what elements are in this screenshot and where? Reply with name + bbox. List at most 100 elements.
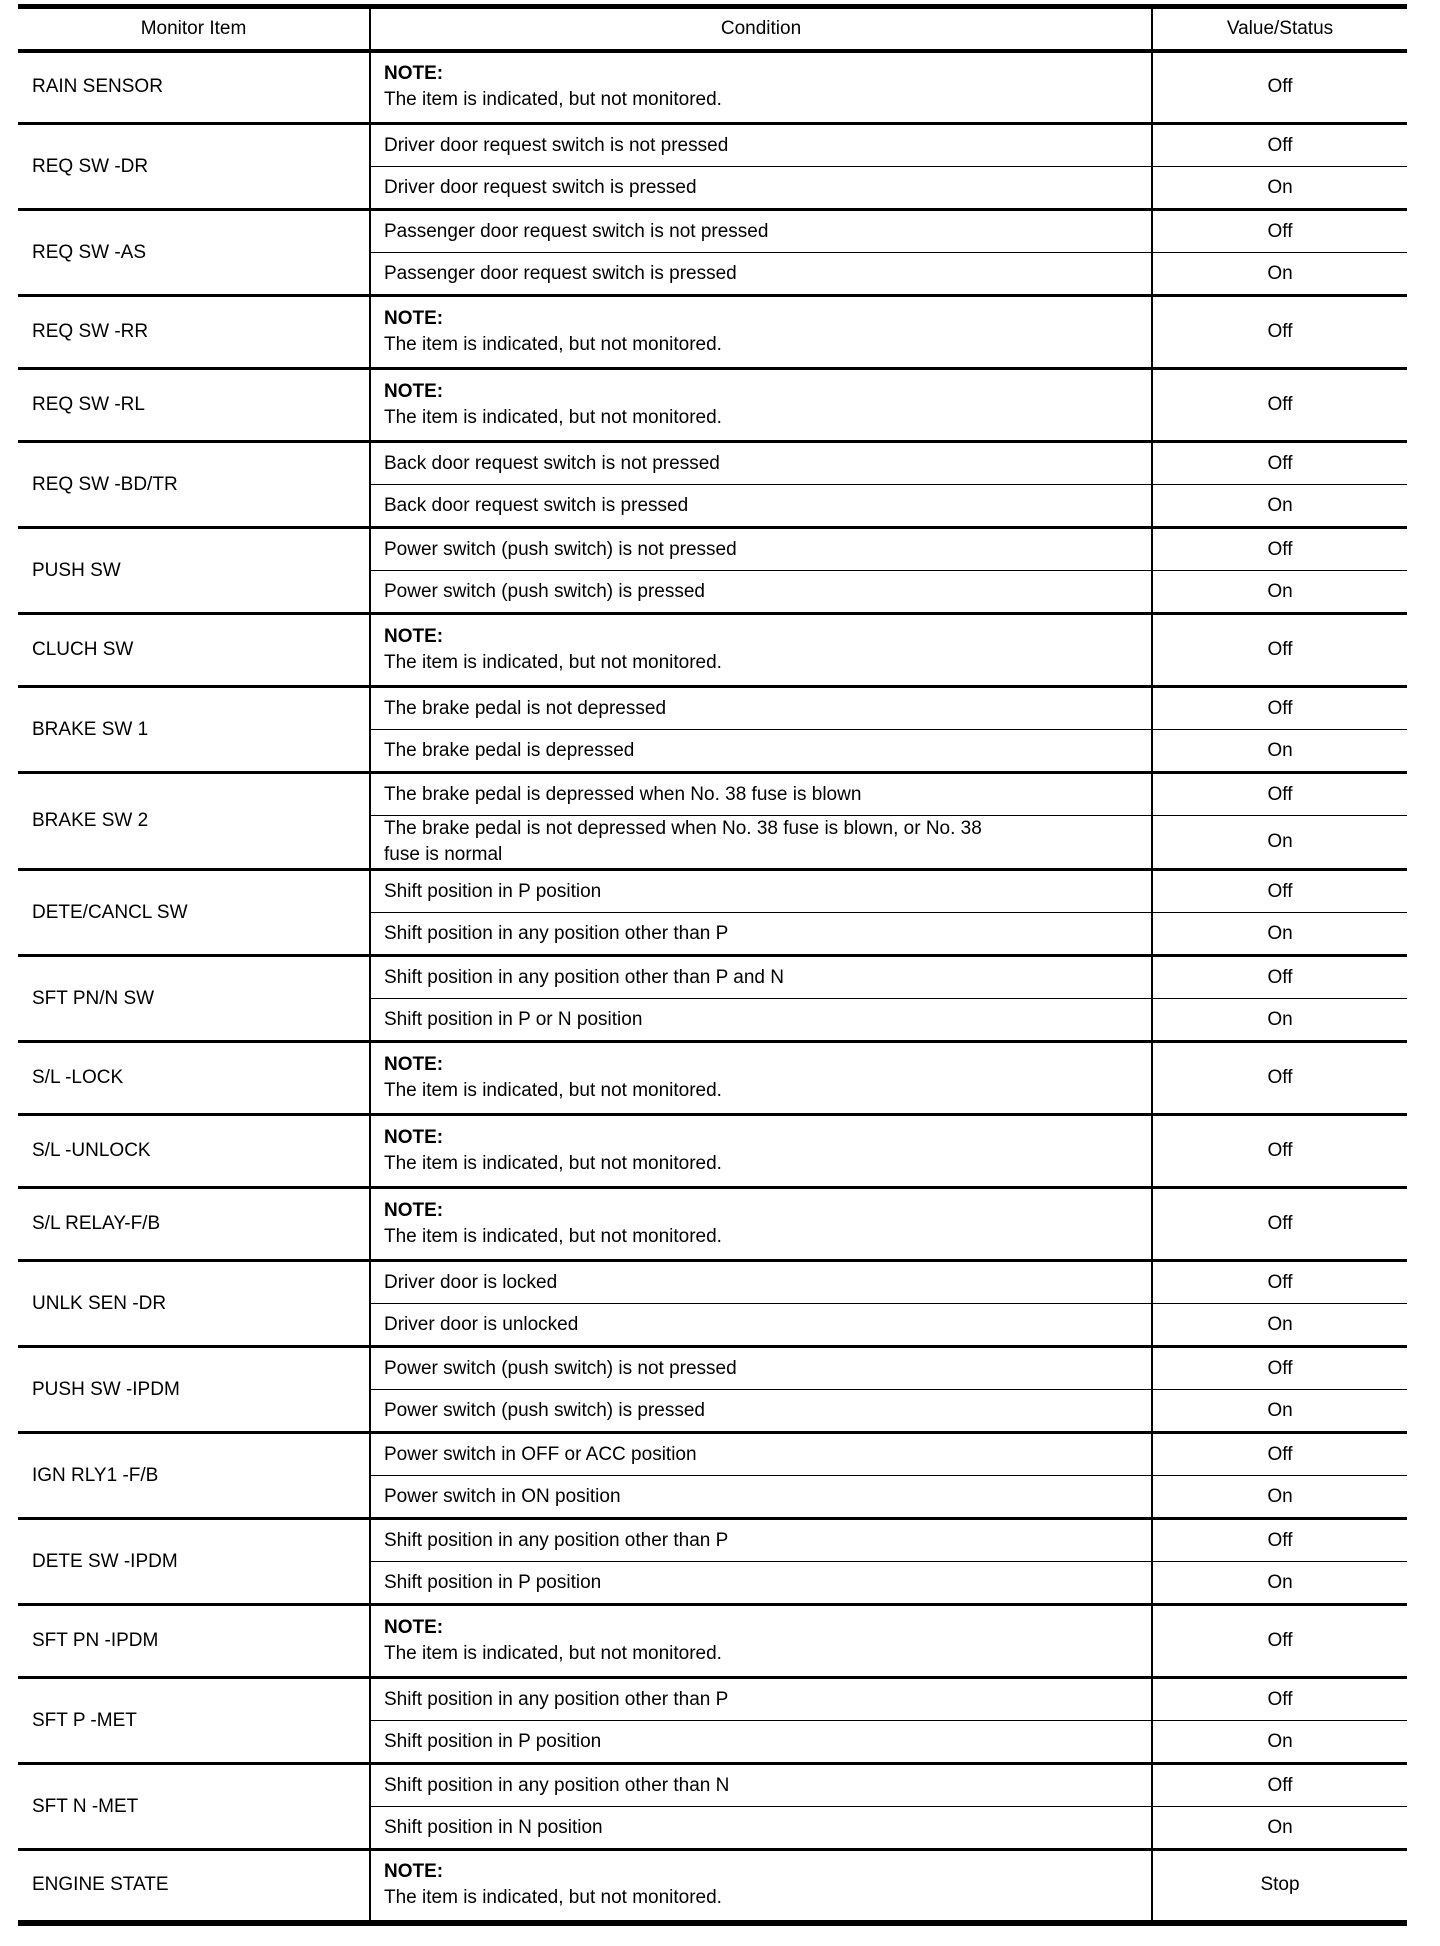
table-row: REQ SW -RR NOTE: The item is indicated, bu… (18, 294, 1407, 369)
note-label: NOTE: (384, 1127, 444, 1148)
note-label: NOTE: (384, 626, 444, 647)
value-status-cell: Off (1151, 294, 1407, 369)
condition-cell: NOTE: The item is indicated, but not moni… (370, 367, 1152, 442)
col-header-monitor-item: Monitor Item (18, 4, 371, 53)
value-status-cell: Off (1151, 1762, 1407, 1807)
monitor-item-cell: SFT N -MET (18, 1762, 371, 1850)
monitor-item-cell: CLUCH SW (18, 612, 371, 687)
table-row: PUSH SW Power switch (push switch) is not… (18, 526, 1407, 614)
condition-cell: Passenger door request switch is pressed (370, 252, 1152, 296)
value-status-cell: Off (1151, 440, 1407, 485)
value-status-cell: On (1151, 1475, 1407, 1519)
condition-cell: Shift position in P position (370, 1720, 1152, 1764)
value-status-cell: Off (1151, 526, 1407, 571)
table-row: Passenger door request switch is pressed… (18, 252, 1407, 296)
condition-cell: Passenger door request switch is not pre… (370, 208, 1152, 253)
condition-cell: Shift position in any position other tha… (370, 912, 1152, 956)
condition-cell: Power switch in OFF or ACC position (370, 1431, 1152, 1476)
table-row: REQ SW -BD/TR Back door request switch is… (18, 440, 1407, 528)
table-row: DETE/CANCL SW Shift position in P positio… (18, 868, 1407, 956)
monitor-item-cell: SFT P -MET (18, 1676, 371, 1764)
condition-cell: Power switch (push switch) is not presse… (370, 526, 1152, 571)
condition-cell: Shift position in any position other tha… (370, 1676, 1152, 1721)
note-label: NOTE: (384, 1617, 444, 1638)
table-row: Shift position in P or N position On (18, 998, 1407, 1042)
value-status-cell: Off (1151, 122, 1407, 167)
monitor-item-cell: IGN RLY1 -F/B (18, 1431, 371, 1519)
note-text: The item is indicated, but not monitored… (384, 407, 722, 428)
condition-cell: NOTE: The item is indicated, but not moni… (370, 1186, 1152, 1261)
condition-cell: Driver door is unlocked (370, 1303, 1152, 1347)
table-row: SFT PN/N SW Shift position in any positio… (18, 954, 1407, 1042)
value-status-cell: Off (1151, 1603, 1407, 1678)
monitor-item-cell: DETE SW -IPDM (18, 1517, 371, 1605)
table-row: REQ SW -RL NOTE: The item is indicated, bu… (18, 367, 1407, 442)
table-row: RAIN SENSOR NOTE: The item is indicated, b… (18, 49, 1407, 124)
value-status-cell: Off (1151, 685, 1407, 730)
value-status-cell: On (1151, 166, 1407, 210)
monitor-item-cell: UNLK SEN -DR (18, 1259, 371, 1347)
note-label: NOTE: (384, 308, 444, 329)
table-row: DETE SW -IPDM Shift position in any posit… (18, 1517, 1407, 1605)
value-status-cell: Off (1151, 1113, 1407, 1188)
monitor-item-cell: BRAKE SW 1 (18, 685, 371, 773)
condition-cell: Shift position in N position (370, 1806, 1152, 1850)
note-label: NOTE: (384, 1861, 444, 1883)
table-row: SFT N -MET Shift position in any position… (18, 1762, 1407, 1850)
value-status-cell: Off (1151, 1431, 1407, 1476)
table-row: ENGINE STATE NOTE: The item is indicated, … (18, 1848, 1407, 1923)
monitor-item-cell: SFT PN -IPDM (18, 1603, 371, 1678)
monitor-item-cell: REQ SW -RL (18, 367, 371, 442)
value-status-cell: On (1151, 1561, 1407, 1605)
condition-cell: Power switch in ON position (370, 1475, 1152, 1519)
table-row: PUSH SW -IPDM Power switch (push switch) … (18, 1345, 1407, 1433)
condition-cell: The brake pedal is not depressed when No… (370, 815, 1152, 870)
table-row: REQ SW -DR Driver door request switch is … (18, 122, 1407, 210)
value-status-cell: On (1151, 729, 1407, 773)
monitor-item-cell: S/L -LOCK (18, 1040, 371, 1115)
value-status-cell: On (1151, 1806, 1407, 1850)
value-status-cell: Off (1151, 49, 1407, 124)
monitor-item-cell: RAIN SENSOR (18, 49, 371, 124)
note-text: The item is indicated, but not monitored… (384, 334, 722, 355)
monitor-item-cell: REQ SW -DR (18, 122, 371, 210)
condition-cell: Shift position in P position (370, 1561, 1152, 1605)
note-label: NOTE: (384, 1200, 444, 1221)
condition-cell: Power switch (push switch) is not presse… (370, 1345, 1152, 1390)
condition-cell: Back door request switch is pressed (370, 484, 1152, 528)
table-row: Back door request switch is pressed On (18, 484, 1407, 528)
condition-cell: The brake pedal is depressed (370, 729, 1152, 773)
note-label: NOTE: (384, 1054, 444, 1075)
monitor-item-cell: DETE/CANCL SW (18, 868, 371, 956)
note-text: The item is indicated, but not monitored… (384, 1887, 722, 1909)
table-row: SFT P -MET Shift position in any position… (18, 1676, 1407, 1764)
condition-cell: The brake pedal is not depressed (370, 685, 1152, 730)
value-status-cell: On (1151, 570, 1407, 614)
condition-cell: Driver door is locked (370, 1259, 1152, 1304)
monitor-item-cell: S/L -UNLOCK (18, 1113, 371, 1188)
table-row: Power switch (push switch) is pressed On (18, 1389, 1407, 1433)
monitor-item-cell: PUSH SW (18, 526, 371, 614)
value-status-cell: Off (1151, 208, 1407, 253)
table-row: SFT PN -IPDM NOTE: The item is indicated, … (18, 1603, 1407, 1678)
condition-cell: NOTE: The item is indicated, but not moni… (370, 612, 1152, 687)
value-status-cell: On (1151, 484, 1407, 528)
note-label: NOTE: (384, 63, 444, 85)
condition-cell: Back door request switch is not pressed (370, 440, 1152, 485)
monitor-item-cell: REQ SW -AS (18, 208, 371, 296)
header-row: Monitor Item Condition Value/Status (18, 4, 1407, 53)
table-body: RAIN SENSOR NOTE: The item is indicated, b… (18, 49, 1407, 1923)
condition-cell: Shift position in any position other tha… (370, 954, 1152, 999)
condition-cell: Shift position in P or N position (370, 998, 1152, 1042)
monitor-item-cell: S/L RELAY-F/B (18, 1186, 371, 1261)
table-row: Shift position in N position On (18, 1806, 1407, 1850)
table-row: UNLK SEN -DR Driver door is locked Off (18, 1259, 1407, 1347)
condition-cell: Shift position in any position other tha… (370, 1762, 1152, 1807)
value-status-cell: On (1151, 815, 1407, 870)
value-status-cell: On (1151, 1720, 1407, 1764)
table-row: Shift position in any position other tha… (18, 912, 1407, 956)
note-text: The item is indicated, but not monitored… (384, 1226, 722, 1247)
value-status-cell: Off (1151, 868, 1407, 913)
value-status-cell: Off (1151, 1517, 1407, 1562)
